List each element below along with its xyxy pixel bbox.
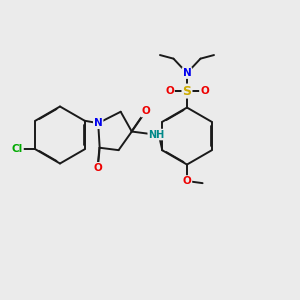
Text: O: O — [165, 86, 174, 96]
Text: N: N — [94, 118, 103, 128]
Text: Cl: Cl — [12, 144, 23, 154]
Text: O: O — [94, 163, 103, 173]
Text: N: N — [183, 68, 191, 78]
Text: O: O — [141, 106, 150, 116]
Text: S: S — [182, 85, 191, 98]
Text: O: O — [183, 176, 191, 186]
Text: NH: NH — [148, 130, 164, 140]
Text: O: O — [200, 86, 209, 96]
